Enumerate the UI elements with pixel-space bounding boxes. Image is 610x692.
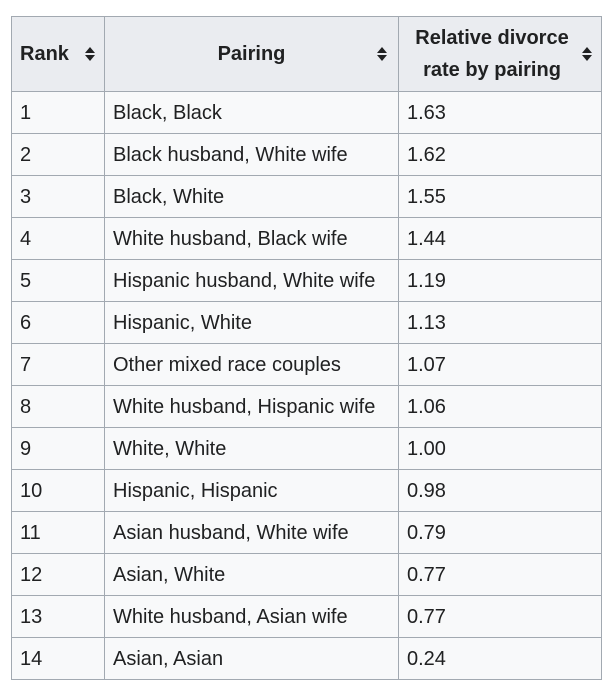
rate-cell: 1.55	[398, 175, 602, 218]
column-header-rank[interactable]: Rank	[11, 16, 105, 92]
rank-cell: 4	[11, 217, 105, 260]
rate-cell: 0.24	[398, 637, 602, 680]
rank-cell: 7	[11, 343, 105, 386]
rank-cell: 9	[11, 427, 105, 470]
table-row: 1 Black, Black 1.63	[11, 91, 602, 134]
rate-cell: 0.77	[398, 553, 602, 596]
table-body: 1 Black, Black 1.63 2 Black husband, White w…	[11, 91, 602, 680]
rank-cell: 3	[11, 175, 105, 218]
rate-cell: 1.19	[398, 259, 602, 302]
rate-cell: 1.07	[398, 343, 602, 386]
table-row: 14 Asian, Asian 0.24	[11, 637, 602, 680]
rate-cell: 0.79	[398, 511, 602, 554]
sort-icon[interactable]	[84, 46, 96, 62]
rate-cell: 1.62	[398, 133, 602, 176]
column-header-rank-label: Rank	[20, 43, 69, 65]
pairing-cell: White husband, Hispanic wife	[104, 385, 399, 428]
column-header-relative-divorce-rate[interactable]: Relative divorce rate by pairing	[398, 16, 602, 92]
rank-cell: 11	[11, 511, 105, 554]
rate-cell: 1.00	[398, 427, 602, 470]
sort-icon[interactable]	[581, 46, 593, 62]
pairing-cell: Hispanic, Hispanic	[104, 469, 399, 512]
table-row: 7 Other mixed race couples 1.07	[11, 343, 602, 386]
pairing-cell: Asian, Asian	[104, 637, 399, 680]
pairing-cell: Asian husband, White wife	[104, 511, 399, 554]
rate-cell: 0.98	[398, 469, 602, 512]
rank-cell: 8	[11, 385, 105, 428]
rank-cell: 12	[11, 553, 105, 596]
header-row: Rank Pairing	[11, 16, 602, 92]
rank-cell: 14	[11, 637, 105, 680]
table-row: 5 Hispanic husband, White wife 1.19	[11, 259, 602, 302]
sort-icon[interactable]	[376, 46, 388, 62]
table-row: 8 White husband, Hispanic wife 1.06	[11, 385, 602, 428]
column-header-pairing[interactable]: Pairing	[104, 16, 399, 92]
pairing-cell: White husband, Asian wife	[104, 595, 399, 638]
rank-cell: 13	[11, 595, 105, 638]
table-row: 2 Black husband, White wife 1.62	[11, 133, 602, 176]
rate-cell: 1.63	[398, 91, 602, 134]
table-row: 4 White husband, Black wife 1.44	[11, 217, 602, 260]
table-row: 6 Hispanic, White 1.13	[11, 301, 602, 344]
pairing-cell: Hispanic, White	[104, 301, 399, 344]
rate-cell: 0.77	[398, 595, 602, 638]
rank-cell: 2	[11, 133, 105, 176]
pairing-cell: Black, Black	[104, 91, 399, 134]
pairing-cell: Black husband, White wife	[104, 133, 399, 176]
table-row: 3 Black, White 1.55	[11, 175, 602, 218]
rank-cell: 1	[11, 91, 105, 134]
column-header-rate-label: Relative divorce rate by pairing	[415, 27, 569, 81]
table-row: 9 White, White 1.00	[11, 427, 602, 470]
rank-cell: 10	[11, 469, 105, 512]
rank-cell: 6	[11, 301, 105, 344]
rate-cell: 1.44	[398, 217, 602, 260]
table-row: 10 Hispanic, Hispanic 0.98	[11, 469, 602, 512]
rate-cell: 1.13	[398, 301, 602, 344]
pairing-cell: Black, White	[104, 175, 399, 218]
pairing-cell: White husband, Black wife	[104, 217, 399, 260]
pairing-cell: Asian, White	[104, 553, 399, 596]
pairing-cell: Hispanic husband, White wife	[104, 259, 399, 302]
divorce-rate-table: Rank Pairing	[11, 16, 602, 680]
rate-cell: 1.06	[398, 385, 602, 428]
column-header-pairing-label: Pairing	[217, 43, 286, 65]
table-row: 12 Asian, White 0.77	[11, 553, 602, 596]
pairing-cell: White, White	[104, 427, 399, 470]
rank-cell: 5	[11, 259, 105, 302]
pairing-cell: Other mixed race couples	[104, 343, 399, 386]
table-row: 13 White husband, Asian wife 0.77	[11, 595, 602, 638]
table-row: 11 Asian husband, White wife 0.79	[11, 511, 602, 554]
